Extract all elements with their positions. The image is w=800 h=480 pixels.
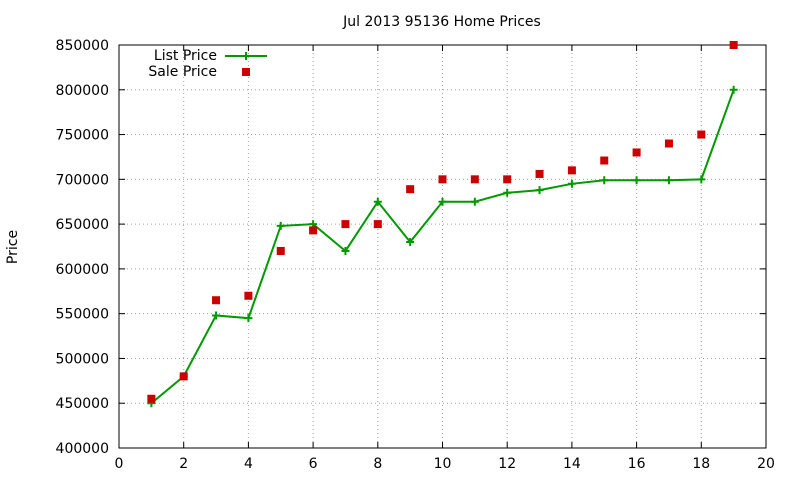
- list-price-line: [150, 89, 735, 404]
- x-tick-label: 14: [563, 456, 581, 472]
- y-tick-label: 600000: [56, 262, 109, 278]
- y-tick-label: 800000: [56, 83, 109, 99]
- list-price-point: [276, 221, 285, 230]
- list-price-point: [406, 238, 415, 247]
- x-tick-label: 6: [309, 456, 318, 472]
- list-price-point: [341, 246, 350, 255]
- sale-price-point: [664, 139, 673, 148]
- sale-price-point: [341, 220, 350, 229]
- x-tick-label: 16: [628, 456, 646, 472]
- x-tick-label: 2: [179, 456, 188, 472]
- y-tick-label: 850000: [56, 38, 109, 54]
- list-price-point: [438, 197, 447, 206]
- y-tick-label: 700000: [56, 172, 109, 188]
- y-axis-label: Price: [5, 230, 21, 264]
- sale-price-point: [373, 220, 382, 229]
- legend-marker-sale-price: [242, 68, 250, 76]
- list-price-point: [567, 179, 576, 188]
- sale-price-point: [438, 175, 447, 184]
- legend-label-list-price: List Price: [154, 48, 217, 64]
- list-price-point: [664, 176, 673, 185]
- list-price-point: [212, 311, 221, 320]
- sale-price-point: [212, 296, 221, 305]
- x-tick-label: 12: [498, 456, 516, 472]
- sale-price-point: [632, 148, 641, 157]
- list-price-point: [470, 197, 479, 206]
- list-price-point: [373, 197, 382, 206]
- list-price-point: [697, 175, 706, 184]
- list-price-point: [503, 188, 512, 197]
- axis-ticks: 0 2 4 6 8 10 12 14 16 18 20 400000 450000 500000 55000…: [56, 38, 775, 472]
- sale-price-point: [276, 246, 285, 255]
- sale-price-point: [503, 175, 512, 184]
- list-price-point: [632, 176, 641, 185]
- sale-price-point: [729, 41, 738, 49]
- sale-price-point: [535, 169, 544, 178]
- y-tick-label: 450000: [56, 396, 109, 412]
- sale-price-point: [406, 185, 415, 194]
- sale-price-point: [244, 291, 253, 300]
- sale-price-point: [147, 394, 156, 403]
- x-tick-label: 18: [692, 456, 710, 472]
- x-tick-label: 0: [115, 456, 124, 472]
- x-tick-label: 10: [434, 456, 452, 472]
- grid: [119, 45, 766, 448]
- legend-marker-list-price: [242, 52, 250, 60]
- chart-title: Jul 2013 95136 Home Prices: [342, 14, 541, 30]
- y-tick-label: 400000: [56, 441, 109, 457]
- sale-price-point: [179, 372, 188, 381]
- y-tick-label: 550000: [56, 307, 109, 323]
- legend-label-sale-price: Sale Price: [148, 64, 217, 80]
- sale-price-point: [567, 166, 576, 175]
- y-tick-label: 650000: [56, 217, 109, 233]
- y-tick-label: 500000: [56, 351, 109, 367]
- x-tick-label: 8: [373, 456, 382, 472]
- list-price-point: [729, 85, 738, 94]
- list-price-point: [535, 186, 544, 195]
- sale-price-point: [697, 130, 706, 139]
- series: [147, 41, 738, 408]
- list-price-point: [244, 314, 253, 323]
- sale-price-point: [309, 226, 318, 235]
- sale-price-point: [600, 156, 609, 165]
- x-tick-label: 4: [244, 456, 253, 472]
- list-price-point: [600, 176, 609, 185]
- x-tick-label: 20: [757, 456, 775, 472]
- sale-price-point: [470, 175, 479, 184]
- y-tick-label: 750000: [56, 128, 109, 144]
